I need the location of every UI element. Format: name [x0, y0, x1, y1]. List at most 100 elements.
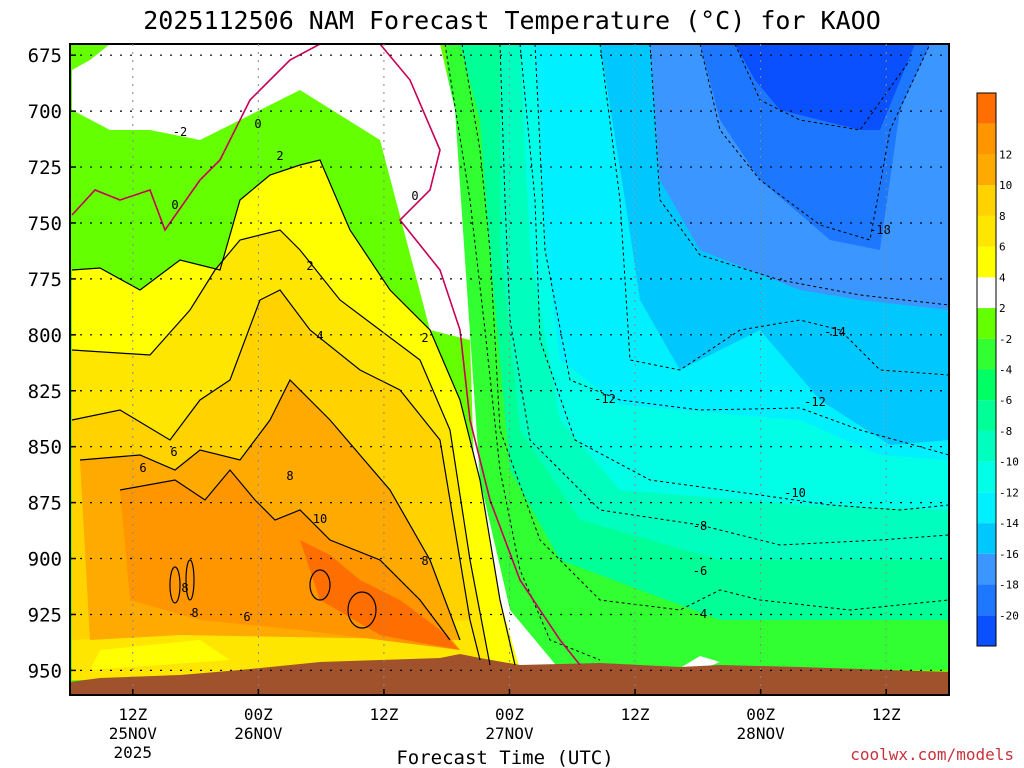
contour-label: 6 [170, 445, 177, 459]
colorbar-swatch [977, 430, 996, 462]
x-tick-label: 12Z [872, 705, 901, 724]
y-tick-label: 750 [28, 213, 62, 235]
contour-label: -6 [693, 564, 707, 578]
y-tick-label: 950 [28, 660, 62, 682]
contour-12-d [185, 559, 195, 601]
colorbar-swatch [977, 461, 996, 493]
contour-label: 0 [171, 198, 178, 212]
colorbar-swatch [977, 400, 996, 431]
colorbar-tick-label: -18 [999, 579, 1019, 592]
colorbar-tick-label: 2 [999, 302, 1006, 315]
colorbar-tick-label: 10 [999, 179, 1012, 192]
colorbar-swatch [977, 123, 996, 155]
x-tick-label: 26NOV [234, 724, 283, 743]
contour-0-upper [71, 44, 321, 232]
contour-0-main [379, 44, 581, 666]
contour-minus-12 [534, 44, 949, 456]
contour-label: 10 [313, 512, 327, 526]
y-tick-label: 675 [28, 45, 62, 67]
colorbar-tick-label: -8 [999, 425, 1012, 438]
y-tick-label: 850 [28, 437, 62, 459]
contour-12-c [169, 566, 181, 604]
contour-8 [79, 378, 461, 641]
contour-label: 2 [421, 331, 428, 345]
contour-minus-14 [599, 44, 949, 376]
colorbar-tick-label: -10 [999, 456, 1019, 469]
colorbar-swatch [977, 93, 996, 124]
colorbar-swatch [977, 154, 996, 186]
freezing-contour [71, 44, 581, 666]
contour-minus-6 [461, 44, 949, 611]
contour-minus-10 [519, 44, 949, 511]
contour-label: -12 [594, 392, 616, 406]
colorbar-tick-label: -4 [999, 364, 1013, 377]
colorbar-tick-label: -20 [999, 609, 1019, 622]
x-tick-label: 00Z [495, 705, 524, 724]
y-tick-label: 925 [28, 604, 62, 626]
colorbar-swatch [977, 492, 996, 524]
y-tick-label: 775 [28, 269, 62, 291]
contour-minus-4 [444, 44, 601, 661]
colorbar-tick-label: -2 [999, 333, 1012, 346]
colorbar-swatch [977, 277, 996, 309]
x-axis-label: Forecast Time (UTC) [396, 747, 613, 768]
contour-4 [71, 229, 491, 666]
y-tick-label: 875 [28, 493, 62, 515]
band-minus-20-to-minus-22 [735, 44, 915, 130]
colorbar-tick-label: 6 [999, 241, 1006, 254]
colorbar-frame [976, 92, 997, 647]
contour-2 [71, 159, 516, 666]
colorbar-swatch [977, 246, 996, 278]
contour-label: 8 [191, 606, 198, 620]
colorbar-tick-label: -6 [999, 394, 1012, 407]
colorbar-tick-label: -16 [999, 548, 1019, 561]
colorbar-swatch [977, 338, 996, 370]
colorbar-tick-label: 12 [999, 148, 1012, 161]
contour-labels: -20002224668881068-12-12-14-18-10-8-6-4 [139, 117, 890, 624]
contour-label: 2 [306, 259, 313, 273]
contour-label: 8 [421, 554, 428, 568]
terrain-ground [70, 654, 949, 695]
y-tick-label: 900 [28, 549, 62, 571]
x-tick-label: 12Z [621, 705, 650, 724]
contour-label: 8 [181, 581, 188, 595]
colorbar-swatch [977, 584, 996, 616]
band-2-to-4-lower [90, 640, 230, 670]
x-tick-label: 12Z [369, 705, 398, 724]
contour-12-b [347, 591, 377, 629]
colorbar-tick-label: 8 [999, 210, 1006, 223]
contour-label: -12 [804, 395, 826, 409]
contour-label: 8 [286, 469, 293, 483]
colorbar-tick-label: -14 [999, 517, 1019, 530]
colorbar-swatch [977, 308, 996, 339]
x-tick-label: 27NOV [485, 724, 534, 743]
contour-6 [71, 289, 481, 661]
contour-label: -2 [173, 125, 187, 139]
x-tick-label: 12Z [118, 705, 147, 724]
colorbar-swatch [977, 523, 996, 554]
colorbar-tick-label: 4 [999, 271, 1006, 284]
y-tick-label: 700 [28, 101, 62, 123]
negative-contours [444, 44, 949, 661]
chart-title: 2025112506 NAM Forecast Temperature (°C)… [143, 6, 881, 35]
contour-minus-16 [649, 44, 949, 306]
contour-label: -14 [824, 325, 846, 339]
contour-label: 0 [411, 189, 418, 203]
colorbar-swatch [977, 369, 996, 401]
x-tick-label: 25NOV [109, 724, 158, 743]
colorbar-swatch [977, 615, 996, 646]
contour-label: 4 [316, 329, 323, 343]
y-tick-label: 725 [28, 157, 62, 179]
credit-text: coolwx.com/models [850, 745, 1014, 764]
contour-minus-18 [699, 44, 931, 241]
contour-10 [119, 469, 451, 641]
contour-label: 6 [139, 461, 146, 475]
temperature-fill [70, 44, 949, 695]
band-minus-2-to-2 [72, 44, 560, 672]
colorbar: 12 10 8 6 4 2 -2 -4 -6 -8 -10 -12 -14 -16 -18 -20 [976, 92, 1019, 647]
x-tick-label: 00Z [746, 705, 775, 724]
contour-label: -18 [869, 223, 891, 237]
y-tick-label: 825 [28, 381, 62, 403]
